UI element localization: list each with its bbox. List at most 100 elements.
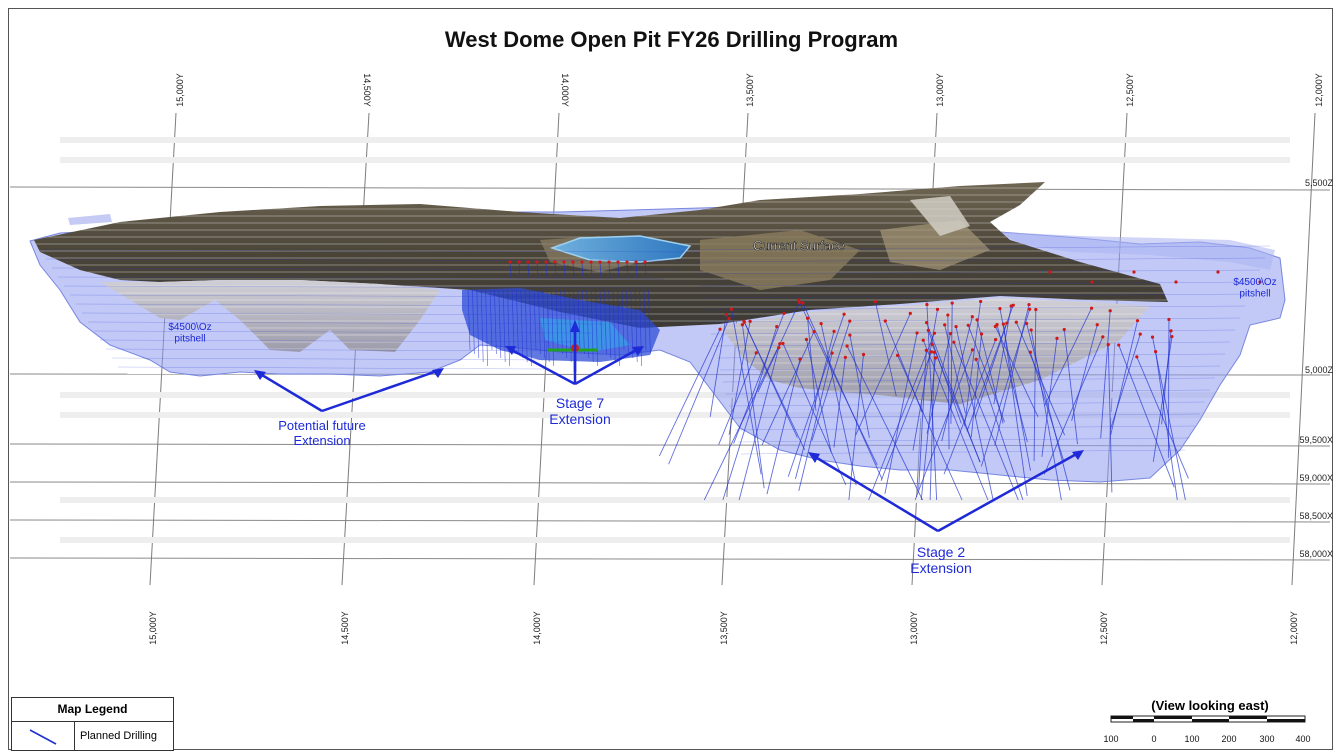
northing-label: 13,000Y <box>935 73 945 107</box>
planned-drill-hole <box>99 339 581 343</box>
drill-collar <box>908 311 912 315</box>
planned-drill-hole <box>922 340 989 501</box>
planned-drill-hole <box>617 261 620 279</box>
planned-drill-hole <box>467 289 471 351</box>
drill-collar <box>1028 350 1032 354</box>
legend-item-label: Planned Drilling <box>80 730 158 742</box>
drill-collar <box>777 345 781 350</box>
planned-drill-hole <box>1110 320 1138 435</box>
planned-drill-hole <box>722 377 1216 383</box>
drill-collar <box>724 313 728 317</box>
planned-drill-hole <box>533 289 537 351</box>
planned-drill-hole <box>880 351 932 482</box>
drill-collar <box>832 329 836 333</box>
legend-title: Map Legend <box>12 698 173 722</box>
drill-collar <box>954 325 958 329</box>
planned-drill-hole <box>1030 329 1062 501</box>
grid-line-59000x <box>9 481 1331 485</box>
drill-collar <box>950 301 954 305</box>
planned-drill-hole <box>563 261 566 279</box>
drill-collar <box>930 342 934 346</box>
arrow-stage7-left <box>507 346 576 386</box>
planned-drill-hole <box>87 321 605 325</box>
planned-drill-hole <box>710 329 1236 335</box>
planned-drill-hole <box>489 289 493 351</box>
planned-drill-hole <box>1033 309 1037 462</box>
planned-drill-hole <box>994 304 1030 446</box>
planned-drill-hole <box>560 289 563 355</box>
planned-drill-hole <box>626 261 629 279</box>
planned-drill-hole <box>964 301 982 427</box>
drill-collar <box>830 351 834 355</box>
current-surface-label: Current Surface <box>753 238 845 253</box>
x-label: 58,000X <box>1299 549 1333 559</box>
planned-drill-hole <box>1167 319 1170 458</box>
planned-drill-hole <box>75 303 629 307</box>
planned-drill-hole <box>545 261 548 279</box>
planned-drilling-lines <box>39 245 1271 501</box>
annotations: Current Surface $4500\Oz pitshell $4500\O… <box>168 238 1276 576</box>
northing-label: 15,000Y <box>175 73 185 107</box>
planned-drill-hole <box>1071 324 1098 421</box>
planned-drill-hole <box>743 320 798 438</box>
planned-drill-hole <box>1118 344 1175 488</box>
drill-collar <box>625 260 629 264</box>
planned-drill-hole <box>516 289 519 355</box>
drill-collar <box>607 260 611 264</box>
northing-label: 13,500Y <box>719 611 729 645</box>
terrain-patch <box>910 196 970 236</box>
pit-shell-fringe <box>68 214 112 225</box>
stage7-extension-label: Stage 7 Extension <box>549 395 610 427</box>
planned-drill-hole <box>884 332 918 494</box>
planned-drill-hole <box>1043 336 1104 475</box>
planned-drill-hole <box>794 331 835 480</box>
drill-collar <box>952 340 956 344</box>
planned-drill-hole <box>805 339 832 453</box>
planned-drill-hole <box>716 353 1226 359</box>
scale-label: 100 <box>1184 734 1199 744</box>
planned-drill-hole <box>734 425 1196 431</box>
northing-label: 14,500Y <box>362 73 372 107</box>
planned-drill-hole <box>926 333 951 434</box>
z-label: 5,500Z <box>1305 178 1334 188</box>
planned-drill-hole <box>1063 329 1078 445</box>
planned-drill-hole <box>766 359 801 495</box>
planned-drill-hole <box>480 289 484 363</box>
drill-collar <box>1048 270 1052 274</box>
planned-drill-hole <box>511 289 515 351</box>
planned-drill-hole <box>536 261 539 279</box>
drill-collar <box>979 332 984 336</box>
drill-collar <box>643 260 647 264</box>
planned-drill-hole <box>586 289 590 359</box>
planned-drill-hole <box>725 389 1211 395</box>
planned-drill-hole <box>798 299 878 466</box>
planned-drill-hole <box>45 258 689 262</box>
drill-collar <box>932 331 937 335</box>
planned-drilling-symbol-icon <box>12 722 75 750</box>
drill-collar <box>842 312 846 316</box>
drill-collar <box>775 325 779 329</box>
drill-collar <box>848 319 852 323</box>
planned-drill-hole <box>507 289 510 367</box>
drill-collar <box>801 301 805 305</box>
terrain-patch <box>700 230 860 290</box>
pit-wall-left-benches <box>100 280 440 352</box>
grid-line-58500x <box>9 519 1331 523</box>
planned-drill-hole <box>897 355 963 501</box>
planned-drill-hole <box>994 326 1039 417</box>
arrow-stage2-right <box>937 450 1081 533</box>
northing-label: 12,500Y <box>1099 611 1109 645</box>
drill-collar <box>1108 309 1112 313</box>
drill-collar <box>748 319 752 323</box>
planned-drill-hole <box>874 301 897 397</box>
drill-collar <box>740 323 744 327</box>
planned-drill-hole <box>644 261 647 279</box>
planned-drill-hole <box>918 350 927 490</box>
planned-drill-hole <box>947 315 950 450</box>
planned-drill-hole <box>719 365 1221 371</box>
planned-drill-hole <box>737 437 1191 443</box>
drill-collar <box>1095 323 1099 327</box>
planned-drill-hole <box>117 366 545 370</box>
planned-drill-hole <box>494 289 497 355</box>
drill-collar <box>589 260 593 264</box>
